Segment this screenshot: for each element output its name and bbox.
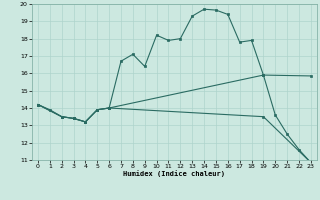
X-axis label: Humidex (Indice chaleur): Humidex (Indice chaleur)	[124, 171, 225, 177]
